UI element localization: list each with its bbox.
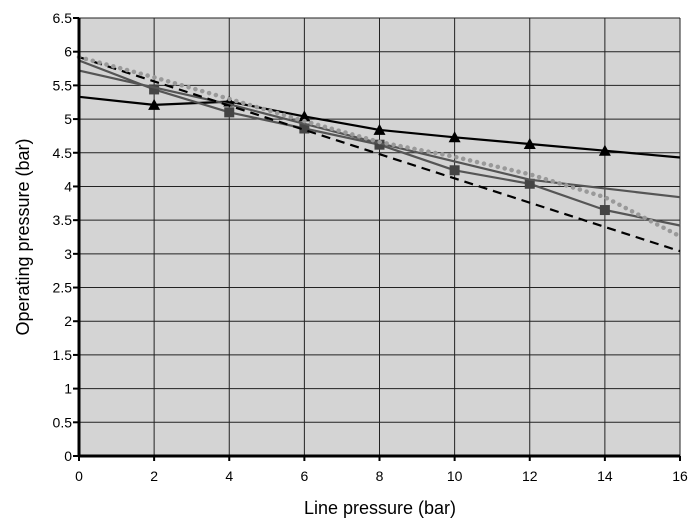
- x-tick-label: 0: [75, 468, 83, 484]
- x-tick-label: 6: [300, 468, 308, 484]
- data-point-square: [374, 139, 385, 150]
- x-tick-label: 10: [447, 468, 463, 484]
- series-3: [78, 56, 681, 253]
- series-line: [78, 56, 681, 253]
- series-1: [78, 59, 681, 227]
- y-tick-label: 0: [64, 448, 72, 464]
- y-tick-label: 3: [64, 246, 72, 262]
- axes: [73, 17, 681, 461]
- x-tick-label: 14: [597, 468, 613, 484]
- y-tick-label: 0.5: [53, 414, 73, 430]
- y-tick-label: 1.5: [53, 347, 73, 363]
- series-0: [78, 95, 681, 159]
- data-point-square: [299, 123, 310, 134]
- y-tick-label: 6: [64, 44, 72, 60]
- x-tick-label: 8: [376, 468, 384, 484]
- data-point-triangle: [523, 138, 536, 150]
- tick-labels: 0 2 4 6 8 10 12 14 16 0 0.5 1 1.5 2 2.5 3 3.5 4 4.5 5 5.5 6 6.…: [53, 10, 688, 484]
- y-tick-label: 5: [64, 111, 72, 127]
- x-tick-label: 4: [225, 468, 233, 484]
- series-4: [76, 54, 683, 239]
- y-tick-label: 5.5: [53, 77, 73, 93]
- x-tick-label: 12: [522, 468, 538, 484]
- series-line: [76, 54, 683, 239]
- y-tick-label: 4.5: [53, 145, 73, 161]
- data-point-square: [224, 107, 235, 118]
- data-point-triangle: [148, 98, 161, 110]
- data-point-square: [149, 84, 160, 95]
- y-axis-title: Operating pressure (bar): [13, 138, 33, 335]
- data-point-square: [449, 165, 460, 176]
- x-tick-label: 2: [150, 468, 158, 484]
- data-point-triangle: [598, 144, 611, 156]
- y-tick-label: 2: [64, 313, 72, 329]
- data-point-triangle: [373, 123, 386, 135]
- x-tick-label: 16: [672, 468, 688, 484]
- y-tick-label: 3.5: [53, 212, 73, 228]
- data-point-square: [599, 205, 610, 216]
- data-point-square: [524, 178, 535, 189]
- y-tick-label: 2.5: [53, 280, 73, 296]
- x-axis-title: Line pressure (bar): [304, 498, 456, 518]
- y-tick-label: 1: [64, 381, 72, 397]
- series-layer: [76, 54, 683, 253]
- y-tick-label: 4: [64, 178, 72, 194]
- y-tick-label: 6.5: [53, 10, 73, 26]
- data-point-triangle: [448, 131, 461, 143]
- data-point-triangle: [298, 110, 311, 122]
